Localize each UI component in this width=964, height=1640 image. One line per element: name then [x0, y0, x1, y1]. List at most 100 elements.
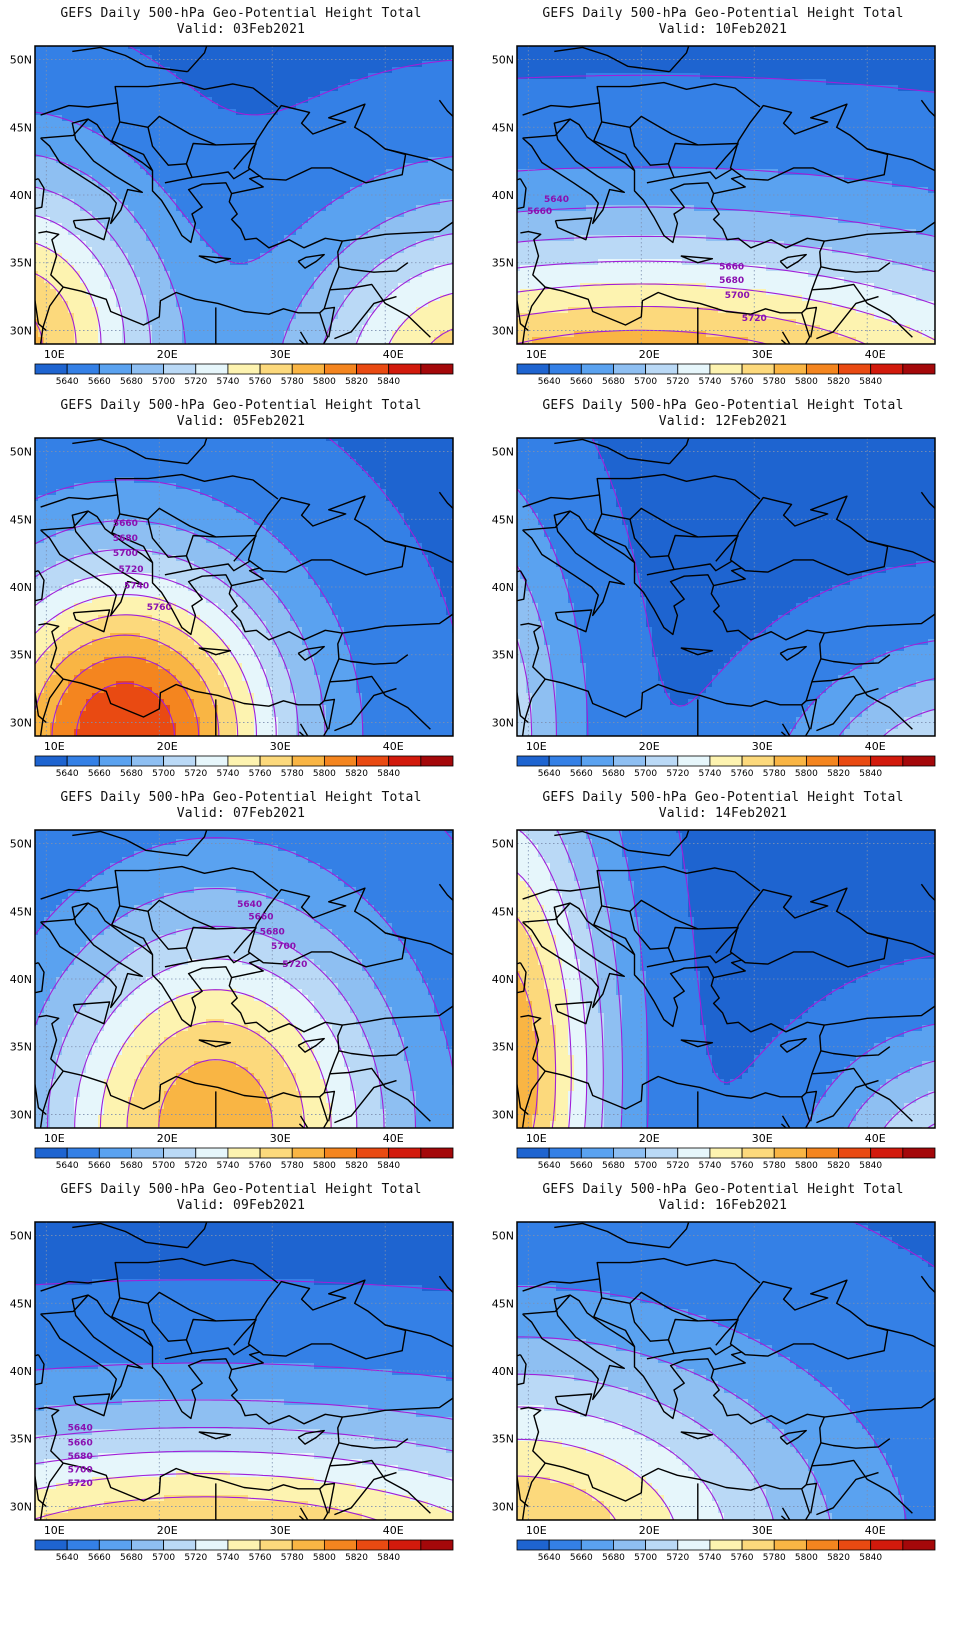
- contour-line: [35, 520, 326, 736]
- colorbar-swatch: [291, 755, 325, 767]
- colorbar-label: 5700: [634, 769, 657, 779]
- colorbar-swatch: [163, 1147, 197, 1159]
- lon-tick-label: 10E: [44, 1524, 65, 1537]
- lon-tick-label: 30E: [752, 1132, 773, 1145]
- height-field: [35, 438, 453, 736]
- colorbar-label: 5700: [152, 1553, 175, 1563]
- colorbar-swatch: [838, 363, 872, 375]
- colorbar-swatch: [645, 755, 679, 767]
- contour-line: [158, 1059, 274, 1128]
- colorbar-label: 5820: [345, 769, 368, 779]
- colorbar-label: 5680: [602, 377, 625, 387]
- colorbar-label: 5660: [570, 377, 593, 387]
- contour-lines: [517, 1222, 935, 1520]
- lat-tick-label: 45N: [492, 905, 514, 918]
- colorbar-label: 5740: [698, 769, 721, 779]
- colorbar-swatch: [34, 755, 68, 767]
- lon-tick-label: 10E: [526, 740, 547, 753]
- colorbar-label: 5760: [249, 377, 272, 387]
- colorbar-label: 5800: [795, 1553, 818, 1563]
- colorbar-label: 5760: [249, 769, 272, 779]
- colorbar-swatch: [773, 1147, 807, 1159]
- map-panel: GEFS Daily 500-hPa Geo-Potential Height …: [0, 392, 482, 802]
- lat-tick-label: 35N: [492, 257, 514, 270]
- contour-lines: [35, 830, 453, 1128]
- colorbar-label: 5800: [795, 1161, 818, 1171]
- colorbar-label: 5760: [731, 1161, 754, 1171]
- lon-tick-label: 10E: [526, 1132, 547, 1145]
- contour-label: 5660: [68, 1439, 93, 1449]
- colorbar-label: 5800: [313, 769, 336, 779]
- colorbar-label: 5840: [859, 769, 882, 779]
- colorbar-label: 5640: [538, 1553, 561, 1563]
- colorbar-swatch: [66, 363, 100, 375]
- colorbar-swatch: [227, 363, 261, 375]
- lon-tick-label: 20E: [157, 1524, 178, 1537]
- colorbar-swatch: [227, 1539, 261, 1551]
- map-panel: GEFS Daily 500-hPa Geo-Potential Height …: [482, 0, 964, 410]
- colorbar-swatch: [131, 1147, 165, 1159]
- colorbar-label: 5680: [120, 1553, 143, 1563]
- lon-tick-label: 10E: [44, 740, 65, 753]
- colorbar-label: 5740: [698, 377, 721, 387]
- colorbar-label: 5820: [345, 1161, 368, 1171]
- colorbar-swatch: [388, 755, 422, 767]
- lat-tick-label: 50N: [10, 446, 32, 459]
- colorbar-swatch: [838, 755, 872, 767]
- lat-tick-label: 30N: [10, 1500, 32, 1513]
- colorbar-label: 5840: [377, 769, 400, 779]
- colorbar-swatch: [195, 363, 229, 375]
- contour-line: [517, 872, 572, 1128]
- colorbar-swatch: [709, 363, 743, 375]
- colorbar-swatch: [259, 1147, 293, 1159]
- contour-line: [517, 917, 557, 1128]
- colorbar-swatch: [580, 363, 614, 375]
- panel-valid-date: Valid: 03Feb2021: [0, 22, 482, 38]
- lon-tick-label: 30E: [270, 1132, 291, 1145]
- colorbar-label: 5740: [216, 377, 239, 387]
- colorbar-label: 5660: [88, 1161, 111, 1171]
- contour-line: [35, 111, 453, 264]
- contour-line: [35, 888, 417, 1128]
- colorbar-swatch: [131, 363, 165, 375]
- colorbar-swatch: [838, 1147, 872, 1159]
- colorbar-swatch: [548, 1147, 582, 1159]
- contour-line: [517, 1285, 907, 1520]
- height-field: [35, 46, 453, 344]
- colorbar-label: 5640: [56, 1161, 79, 1171]
- lon-tick-label: 30E: [270, 348, 291, 361]
- colorbar-swatch: [259, 1539, 293, 1551]
- colorbar-label: 5640: [538, 769, 561, 779]
- colorbar-swatch: [805, 755, 839, 767]
- colorbar-label: 5660: [570, 769, 593, 779]
- lon-tick-label: 20E: [639, 1524, 660, 1537]
- colorbar-swatch: [420, 1539, 454, 1551]
- contour-line: [517, 206, 935, 238]
- contour-line: [517, 1336, 831, 1520]
- colorbar-swatch: [805, 363, 839, 375]
- colorbar-swatch: [902, 1539, 936, 1551]
- contour-label: 5640: [544, 195, 569, 205]
- contour-line: [99, 989, 332, 1128]
- coastlines: [517, 1222, 935, 1520]
- lat-tick-label: 40N: [492, 581, 514, 594]
- map-panel: GEFS Daily 500-hPa Geo-Potential Height …: [482, 1176, 964, 1586]
- colorbar-label: 5660: [88, 769, 111, 779]
- lon-tick-label: 40E: [383, 348, 404, 361]
- contour-line: [35, 614, 239, 736]
- colorbar-label: 5700: [634, 377, 657, 387]
- contour-label: 5740: [124, 581, 149, 591]
- lon-tick-label: 20E: [639, 348, 660, 361]
- map-canvas: 5640 5660 5680 5700 5720 10E 20E 30E 40E 50N 45N 40…: [10, 829, 454, 1171]
- colorbar-swatch: [677, 363, 711, 375]
- colorbar-label: 5780: [281, 1161, 304, 1171]
- height-field: [517, 438, 935, 736]
- contour-line: [35, 1450, 453, 1481]
- map-frame: [34, 45, 454, 345]
- lat-tick-label: 30N: [492, 1108, 514, 1121]
- colorbar-label: 5820: [827, 769, 850, 779]
- contour-line: [517, 488, 935, 736]
- contour-line: [591, 438, 935, 707]
